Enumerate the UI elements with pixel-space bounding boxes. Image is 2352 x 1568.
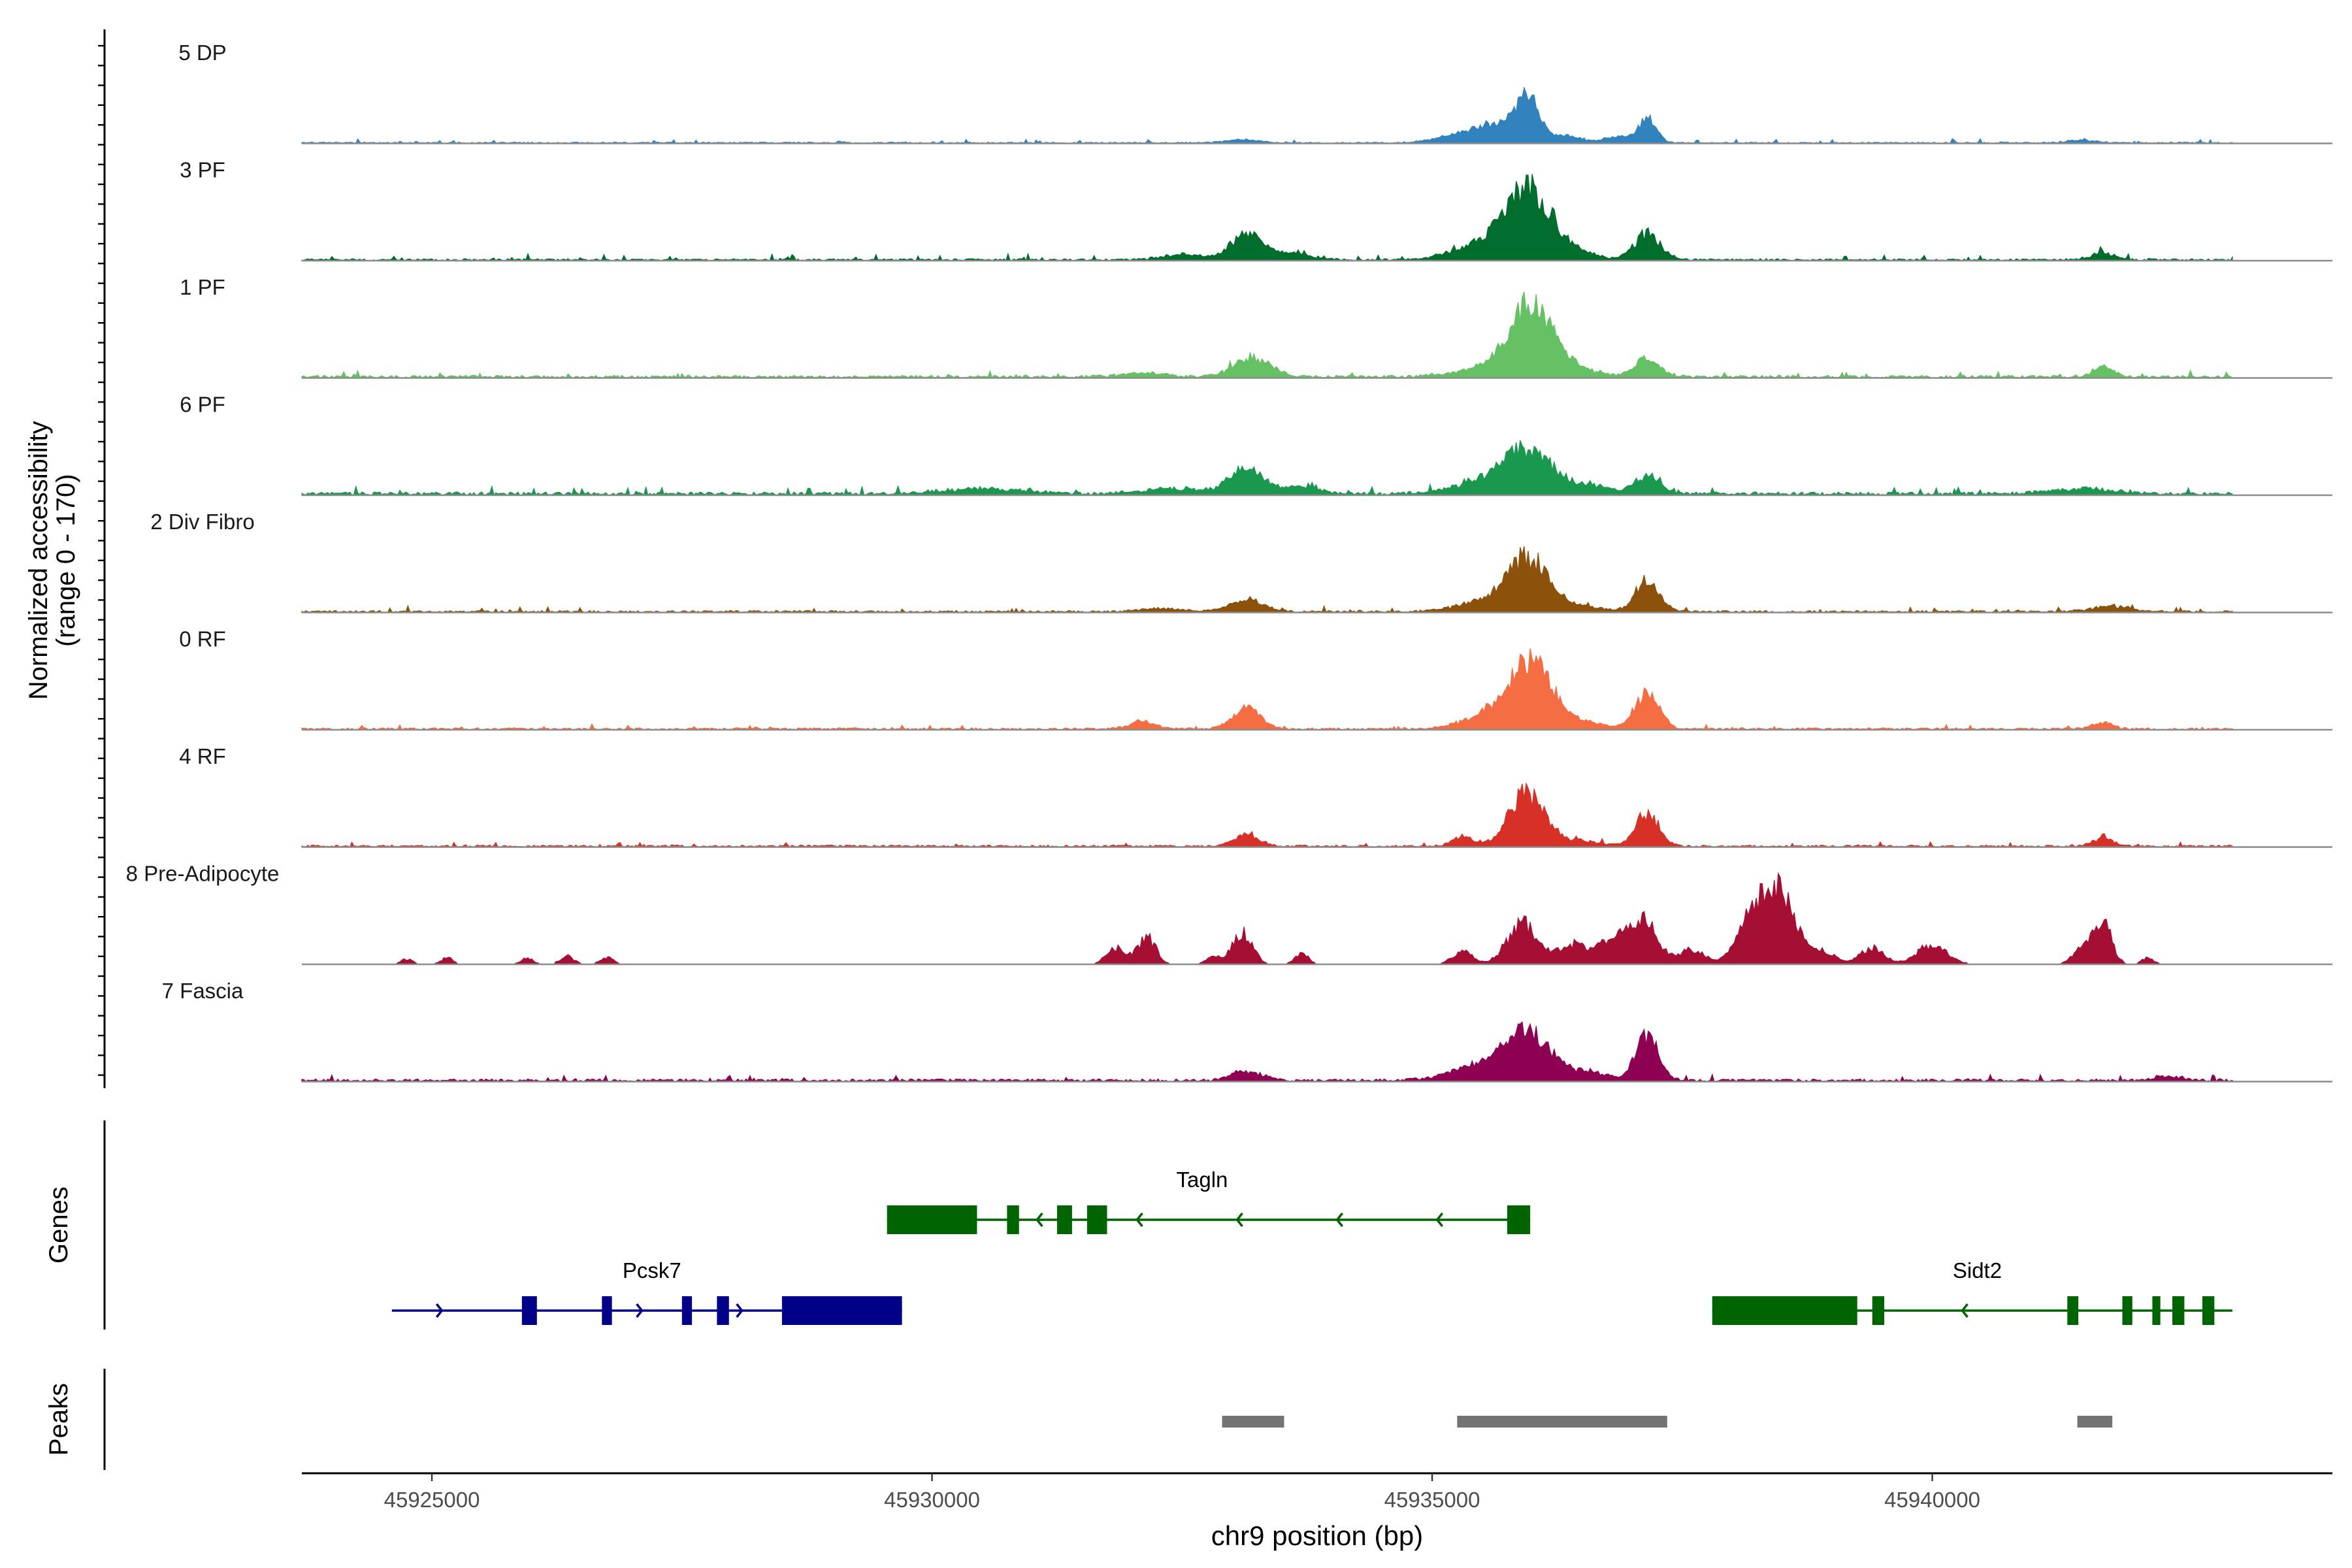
y-axis-title: Normalized accessibility: [24, 421, 53, 700]
gene-exon: [602, 1296, 612, 1325]
track-label: 6 PF: [180, 393, 225, 417]
strand-arrow: [435, 1303, 444, 1318]
gene-exon: [1007, 1205, 1019, 1234]
gene-label: Tagln: [1176, 1168, 1228, 1192]
gene-exon: [2202, 1296, 2215, 1325]
track-0-rf: 0 RF: [179, 627, 2332, 731]
gene-sidt2: Sidt2: [1712, 1258, 2232, 1325]
x-axis-title: chr9 position (bp): [1211, 1520, 1424, 1551]
x-tick-label: 45935000: [1384, 1488, 1480, 1512]
coverage-area: [301, 174, 2233, 262]
track-2-div-fibro: 2 Div Fibro: [150, 510, 2332, 613]
gene-exon: [2172, 1296, 2185, 1325]
track-label: 0 RF: [179, 627, 226, 651]
coverage-panel: 5 DP 3 PF 1 PF 6 PF 2 Div Fibro 0 RF 4 RF 8 Pre…: [126, 41, 2332, 1083]
peaks-panel: Peaks: [44, 1369, 2113, 1470]
peak-region: [1222, 1416, 1284, 1428]
gene-label: Sidt2: [1953, 1258, 2002, 1282]
track-label: 1 PF: [180, 275, 225, 299]
peaks-panel-label: Peaks: [44, 1383, 73, 1456]
peak-region: [2077, 1416, 2113, 1428]
gene-exon: [1056, 1205, 1072, 1234]
gene-exon: [1872, 1296, 1885, 1325]
track-3-pf: 3 PF: [180, 158, 2332, 262]
genes-panel-label: Genes: [44, 1186, 73, 1264]
gene-exon: [1712, 1296, 1857, 1325]
gene-exon: [521, 1296, 537, 1325]
gene-pcsk7: Pcsk7: [391, 1258, 902, 1325]
gene-exon: [2067, 1296, 2079, 1325]
track-4-rf: 4 RF: [179, 744, 2332, 848]
gene-tagln: Tagln: [887, 1168, 1531, 1234]
coverage-area: [302, 872, 2232, 965]
strand-arrow: [636, 1303, 644, 1318]
coverage-area: [301, 546, 2233, 613]
track-label: 2 Div Fibro: [150, 510, 255, 534]
track-label: 8 Pre-Adipocyte: [126, 862, 280, 886]
coverage-area: [301, 440, 2233, 497]
y-axis-title: (range 0 - 170): [52, 474, 80, 647]
track-label: 3 PF: [180, 158, 225, 182]
track-8-pre-adipocyte: 8 Pre-Adipocyte: [126, 862, 2332, 966]
strand-arrow: [1036, 1212, 1043, 1228]
gene-exon: [2122, 1296, 2132, 1325]
gene-exon: [681, 1296, 693, 1325]
coverage-area: [301, 781, 2233, 848]
track-5-dp: 5 DP: [178, 41, 2332, 144]
track-1-pf: 1 PF: [180, 275, 2332, 379]
track-label: 5 DP: [178, 41, 226, 65]
track-7-fascia: 7 Fascia: [162, 979, 2332, 1083]
coverage-area: [301, 86, 2233, 144]
peak-region: [1457, 1416, 1667, 1428]
gene-label: Pcsk7: [623, 1258, 681, 1282]
gene-exon: [1507, 1205, 1531, 1234]
coverage-area: [301, 648, 2233, 731]
x-tick-label: 45940000: [1884, 1488, 1980, 1512]
track-label: 7 Fascia: [162, 979, 244, 1003]
x-tick-label: 45925000: [384, 1488, 480, 1512]
gene-exon: [2152, 1296, 2161, 1325]
y-axis-label: Normalized accessibility(range 0 - 170): [24, 29, 106, 1088]
strand-arrow: [736, 1303, 743, 1318]
gene-exon: [781, 1296, 902, 1325]
genes-panel: Genes Tagln Pcsk7 Sidt2: [44, 1120, 2232, 1330]
x-axis: 45925000 45930000 45935000 45940000 chr9 pos…: [302, 1472, 2332, 1551]
strand-arrow: [1961, 1303, 1968, 1318]
gene-exon: [887, 1205, 977, 1234]
track-6-pf: 6 PF: [180, 393, 2332, 497]
coverage-area: [301, 1021, 2233, 1083]
strand-arrow: [1435, 1212, 1444, 1228]
strand-arrow: [1235, 1212, 1243, 1228]
strand-arrow: [1335, 1212, 1343, 1228]
track-label: 4 RF: [179, 744, 226, 768]
gene-exon: [717, 1296, 729, 1325]
strand-arrow: [1135, 1212, 1143, 1228]
coverage-area: [301, 291, 2233, 379]
gene-exon: [1086, 1205, 1107, 1234]
x-tick-label: 45930000: [884, 1488, 980, 1512]
